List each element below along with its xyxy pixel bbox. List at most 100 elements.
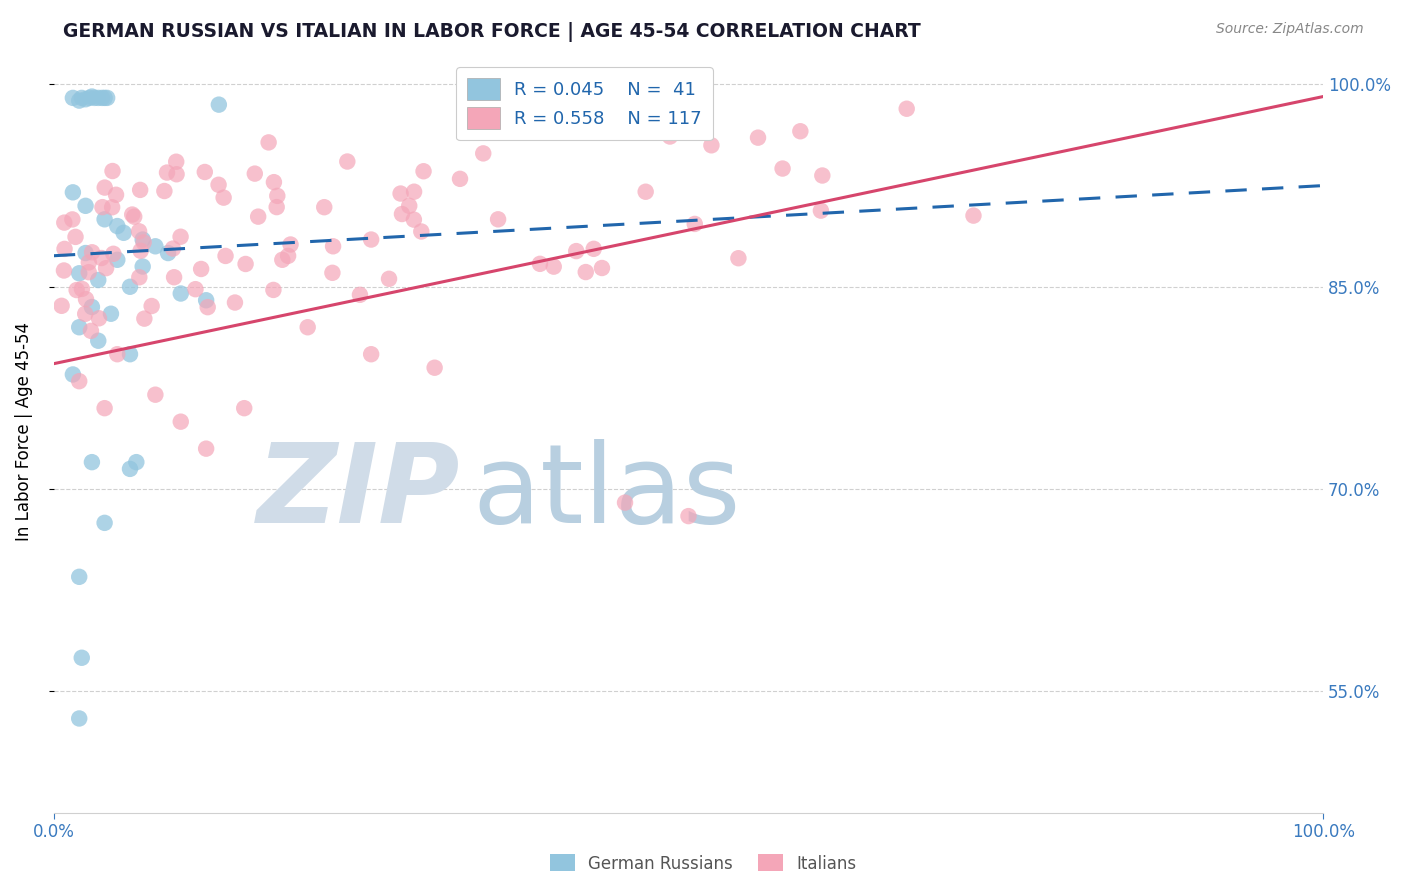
Point: [170, 286, 193, 301]
Point: [67, 266, 90, 280]
Point: [80, 324, 103, 338]
Point: [314, 200, 336, 214]
Point: [789, 124, 811, 138]
Point: [169, 229, 191, 244]
Point: [67, 570, 90, 584]
Point: [747, 130, 769, 145]
Point: [529, 257, 551, 271]
Point: [75, 199, 97, 213]
Point: [163, 270, 186, 285]
Point: [93, 212, 115, 227]
Point: [101, 200, 124, 214]
Point: [105, 187, 128, 202]
Point: [80, 245, 103, 260]
Point: [87, 334, 110, 348]
Point: [683, 217, 706, 231]
Point: [582, 242, 605, 256]
Point: [93, 91, 115, 105]
Point: [70, 282, 93, 296]
Point: [810, 203, 832, 218]
Point: [93, 180, 115, 194]
Point: [411, 225, 433, 239]
Point: [585, 115, 607, 129]
Legend: R = 0.045    N =  41, R = 0.558    N = 117: R = 0.045 N = 41, R = 0.558 N = 117: [457, 67, 713, 140]
Point: [91, 200, 114, 214]
Point: [727, 251, 749, 265]
Point: [543, 260, 565, 274]
Point: [700, 138, 723, 153]
Point: [184, 282, 207, 296]
Point: [60, 212, 83, 227]
Point: [103, 247, 125, 261]
Point: [77, 265, 100, 279]
Point: [257, 136, 280, 150]
Point: [322, 239, 344, 253]
Point: [472, 146, 495, 161]
Point: [80, 89, 103, 103]
Point: [166, 167, 188, 181]
Point: [195, 293, 218, 308]
Point: [121, 208, 143, 222]
Point: [235, 257, 257, 271]
Point: [80, 300, 103, 314]
Point: [94, 261, 117, 276]
Point: [105, 347, 128, 361]
Point: [153, 184, 176, 198]
Point: [131, 233, 153, 247]
Point: [195, 442, 218, 456]
Point: [62, 91, 84, 105]
Point: [83, 91, 105, 105]
Point: [93, 516, 115, 530]
Point: [156, 165, 179, 179]
Point: [80, 455, 103, 469]
Point: [162, 242, 184, 256]
Point: [145, 239, 167, 253]
Point: [75, 246, 97, 260]
Point: [118, 347, 141, 361]
Point: [52, 263, 75, 277]
Point: [53, 242, 76, 256]
Point: [398, 199, 420, 213]
Point: [62, 368, 84, 382]
Point: [128, 270, 150, 285]
Point: [266, 189, 288, 203]
Point: [659, 129, 682, 144]
Point: [207, 178, 229, 192]
Point: [128, 224, 150, 238]
Point: [70, 91, 93, 105]
Point: [75, 307, 97, 321]
Point: [96, 91, 118, 105]
Point: [271, 252, 294, 267]
Point: [62, 186, 84, 200]
Point: [118, 279, 141, 293]
Text: Source: ZipAtlas.com: Source: ZipAtlas.com: [1216, 22, 1364, 37]
Point: [263, 175, 285, 189]
Text: GERMAN RUSSIAN VS ITALIAN IN LABOR FORCE | AGE 45-54 CORRELATION CHART: GERMAN RUSSIAN VS ITALIAN IN LABOR FORCE…: [63, 22, 921, 42]
Point: [157, 246, 180, 260]
Point: [389, 186, 412, 201]
Point: [336, 154, 359, 169]
Point: [141, 299, 163, 313]
Point: [565, 244, 588, 258]
Point: [321, 266, 343, 280]
Point: [277, 249, 299, 263]
Point: [412, 164, 434, 178]
Point: [125, 455, 148, 469]
Point: [811, 169, 834, 183]
Point: [67, 374, 90, 388]
Point: [105, 219, 128, 233]
Point: [118, 462, 141, 476]
Point: [90, 251, 112, 265]
Point: [402, 212, 425, 227]
Point: [486, 212, 509, 227]
Point: [100, 307, 122, 321]
Point: [91, 91, 114, 105]
Point: [349, 288, 371, 302]
Point: [129, 244, 152, 258]
Point: [194, 165, 217, 179]
Point: [145, 387, 167, 401]
Point: [614, 495, 637, 509]
Point: [634, 185, 657, 199]
Text: atlas: atlas: [472, 439, 741, 546]
Point: [70, 650, 93, 665]
